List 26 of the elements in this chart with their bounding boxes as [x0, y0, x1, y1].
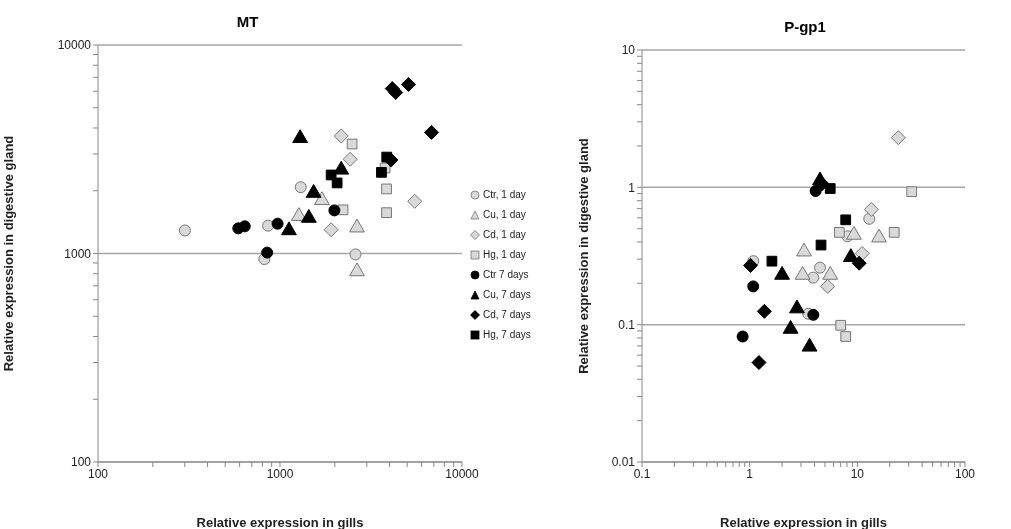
y-tick-label: 0.1: [618, 317, 636, 332]
y-tick-label: 10: [621, 43, 636, 58]
y-axis-title: Relative expression in digestive gland: [575, 138, 591, 374]
legend-label: Cu, 7 days: [483, 287, 531, 302]
x-tick-label: 10: [850, 466, 865, 481]
x-tick-label: 100: [954, 466, 976, 481]
x-tick-label: 0.1: [633, 466, 651, 481]
chart-title: MT: [236, 13, 259, 30]
x-tick-label: 1000: [266, 466, 294, 481]
legend-label: Hg, 7 days: [483, 327, 531, 342]
legend-label: Cd, 1 day: [483, 227, 526, 242]
legend-label: Hg, 1 day: [483, 247, 526, 262]
legend-label: Ctr 7 days: [483, 267, 529, 282]
y-axis-title: Relative expression in digestive gland: [0, 135, 16, 372]
x-axis-title: Relative expression in gills: [196, 515, 364, 529]
legend-label: Cu, 1 day: [483, 207, 526, 222]
y-tick-label: 0.01: [611, 455, 636, 470]
chart-title: P-gp1: [784, 18, 826, 35]
y-tick-label: 10000: [57, 38, 92, 53]
legend-label: Cd, 7 days: [483, 307, 531, 322]
x-axis-title: Relative expression in gills: [720, 515, 887, 529]
x-tick-label: 1: [746, 466, 754, 481]
legend-label: Ctr, 1 day: [483, 187, 526, 202]
y-tick-label: 1000: [64, 246, 92, 261]
y-tick-label: 1: [628, 180, 636, 195]
x-tick-label: 10000: [445, 466, 480, 481]
